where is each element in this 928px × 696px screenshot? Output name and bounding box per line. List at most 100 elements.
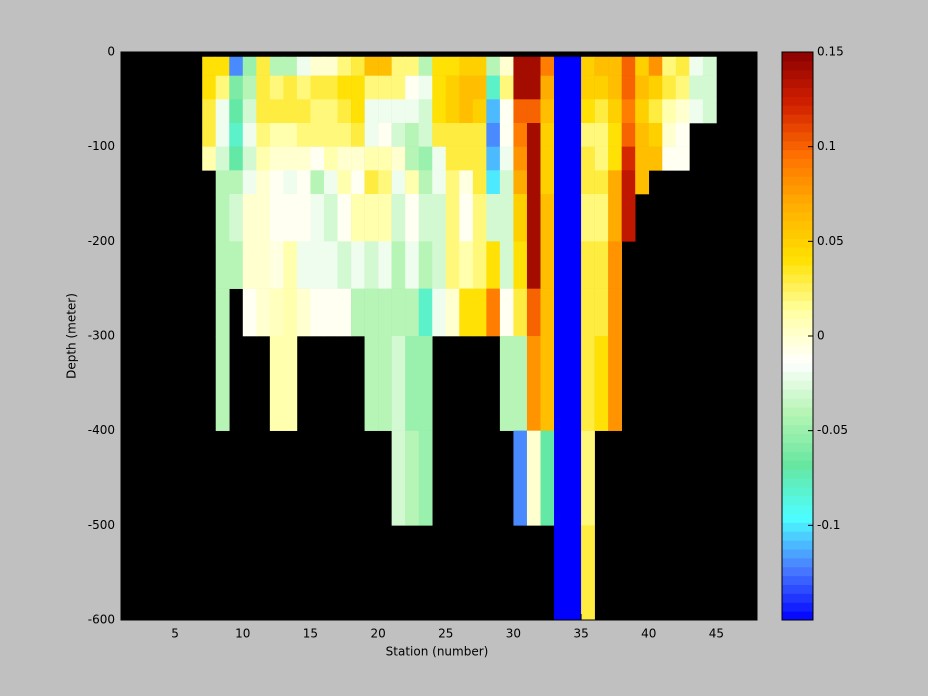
heatmap-cell <box>310 123 325 147</box>
heatmap-cell <box>608 194 622 242</box>
heatmap-cell <box>499 123 514 147</box>
heatmap-cell <box>215 241 230 289</box>
heatmap-cell <box>323 75 338 100</box>
heatmap-cell <box>608 123 622 147</box>
heatmap-cell <box>513 99 528 124</box>
heatmap-cell <box>554 123 568 147</box>
colorbar-band <box>782 415 813 426</box>
heatmap-cell <box>364 288 379 337</box>
heatmap-cell <box>662 56 677 76</box>
heatmap-cell <box>269 336 284 431</box>
heatmap-cell <box>486 56 501 76</box>
heatmap-cell <box>202 56 217 76</box>
heatmap-cell <box>418 170 433 195</box>
heatmap-cell <box>513 194 528 242</box>
heatmap-cell <box>554 336 568 431</box>
heatmap-cell <box>513 241 528 289</box>
heatmap-cell <box>581 123 595 147</box>
x-tick-label: 35 <box>573 627 588 641</box>
heatmap-cell <box>554 75 568 100</box>
heatmap-cell <box>554 525 568 621</box>
heatmap-cell <box>310 170 325 195</box>
colorbar-band <box>782 549 813 559</box>
heatmap-cell <box>486 146 501 171</box>
heatmap-cell <box>513 430 528 526</box>
heatmap-cell <box>594 99 609 124</box>
heatmap-cell <box>269 288 284 337</box>
heatmap-cell <box>540 56 555 76</box>
heatmap-cell <box>459 123 474 147</box>
heatmap-cell <box>581 75 595 100</box>
heatmap-cell <box>540 99 555 124</box>
heatmap-cell <box>526 75 541 100</box>
y-tick-label: 0 <box>107 45 115 59</box>
colorbar-band <box>782 486 813 497</box>
heatmap-cell <box>229 123 244 147</box>
heatmap-cell <box>472 170 487 195</box>
heatmap-cell <box>391 336 406 431</box>
heatmap-cell <box>378 99 392 124</box>
heatmap-cell <box>351 241 365 289</box>
colorbar-band <box>782 611 813 621</box>
heatmap-cell <box>445 241 460 289</box>
x-tick-label: 40 <box>641 627 656 641</box>
colorbar-band <box>782 460 813 470</box>
heatmap-cell <box>364 194 379 242</box>
colorbar-band <box>782 602 813 612</box>
heatmap-cell <box>567 170 582 195</box>
heatmap-cell <box>621 170 636 195</box>
heatmap-cell <box>432 123 447 147</box>
heatmap-cell <box>675 75 690 100</box>
heatmap-cell <box>486 99 501 124</box>
colorbar-band <box>782 220 813 230</box>
heatmap-cell <box>513 75 528 100</box>
heatmap-cell <box>229 194 244 242</box>
heatmap-cell <box>608 170 622 195</box>
heatmap-cell <box>621 75 636 100</box>
colorbar-band <box>782 557 813 568</box>
heatmap-cell <box>554 170 568 195</box>
heatmap-cell <box>391 123 406 147</box>
heatmap-cell <box>418 241 433 289</box>
heatmap-cell <box>635 146 650 171</box>
heatmap-cell <box>364 336 379 431</box>
heatmap-cell <box>689 56 704 76</box>
colorbar-band <box>782 407 813 417</box>
heatmap-cell <box>418 99 433 124</box>
heatmap-cell <box>459 288 474 337</box>
colorbar-band <box>782 52 813 62</box>
heatmap-cell <box>378 194 392 242</box>
heatmap-cell <box>567 146 582 171</box>
heatmap-cell <box>432 75 447 100</box>
x-tick-label: 30 <box>506 627 521 641</box>
heatmap-cell <box>526 241 541 289</box>
colorbar-band <box>782 309 813 319</box>
heatmap-cell <box>229 56 244 76</box>
colorbar-band <box>782 327 813 337</box>
colorbar-band <box>782 211 813 222</box>
heatmap-cell <box>581 99 595 124</box>
heatmap-cell <box>256 99 271 124</box>
heatmap-cell <box>242 146 257 171</box>
heatmap-cell <box>635 170 650 195</box>
colorbar-tick-label: -0.1 <box>817 518 840 532</box>
heatmap-cell <box>215 75 230 100</box>
colorbar-band <box>782 336 813 346</box>
colorbar-band <box>782 167 813 177</box>
heatmap-cell <box>337 123 352 147</box>
heatmap-cell <box>432 170 447 195</box>
heatmap-cell <box>621 99 636 124</box>
heatmap-cell <box>567 99 582 124</box>
heatmap-cell <box>459 146 474 171</box>
heatmap-cell <box>594 241 609 289</box>
heatmap-cell <box>648 75 663 100</box>
heatmap-cell <box>296 123 311 147</box>
heatmap-cell <box>229 75 244 100</box>
heatmap-cell <box>364 170 379 195</box>
heatmap-cell <box>405 288 420 337</box>
heatmap-cell <box>283 288 298 337</box>
heatmap-cell <box>526 336 541 431</box>
heatmap-cell <box>418 336 433 431</box>
heatmap-cell <box>215 288 230 337</box>
